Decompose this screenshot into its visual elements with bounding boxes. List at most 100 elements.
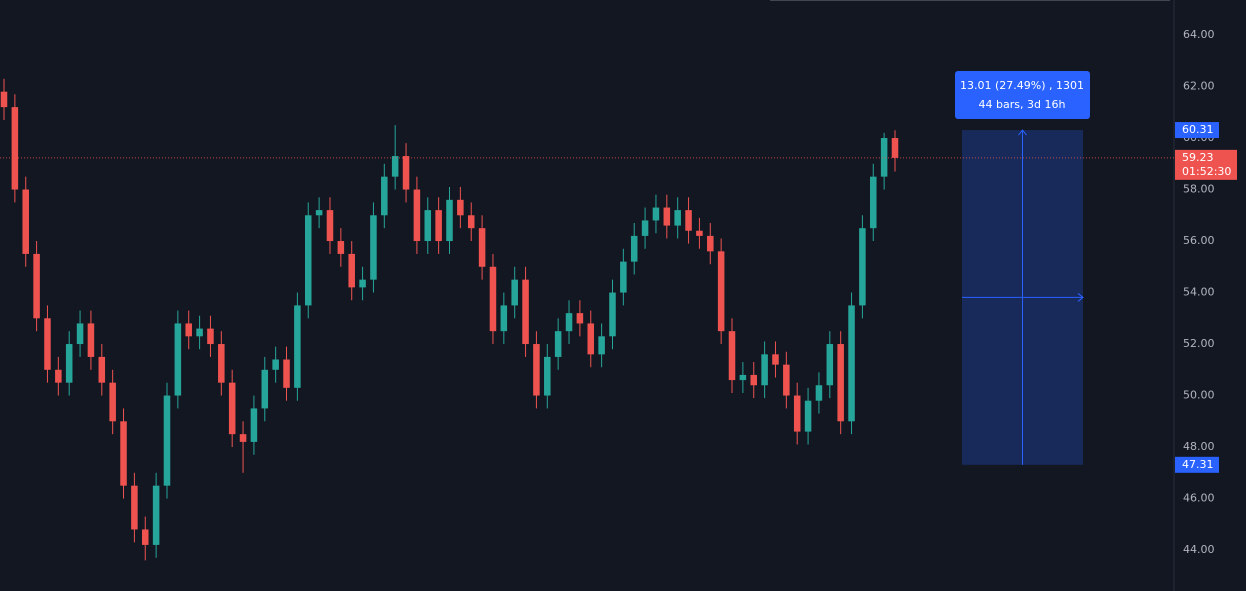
y-tick-label: 44.00 <box>1183 543 1215 556</box>
candle-body <box>87 323 95 357</box>
candle-body <box>22 189 29 254</box>
candle-body <box>772 354 779 365</box>
measure-line1: 13.01 (27.49%) , 1301 <box>960 79 1084 92</box>
candle-body <box>33 253 40 319</box>
candle-body <box>391 156 399 177</box>
candle-body <box>500 305 508 332</box>
candle-body <box>815 385 823 401</box>
candle-body <box>239 434 247 442</box>
candle-body <box>761 354 768 386</box>
candle-body <box>109 382 116 422</box>
y-tick-label: 48.00 <box>1183 440 1215 453</box>
candle-body <box>750 374 758 386</box>
candle-body <box>880 138 888 177</box>
candle-body <box>489 266 497 332</box>
candle-body <box>381 176 388 216</box>
candle-body <box>120 421 127 486</box>
candle-body <box>413 189 421 242</box>
candle-body <box>0 91 8 108</box>
candle-body <box>598 336 605 355</box>
y-tick-label: 46.00 <box>1183 492 1215 505</box>
candle-body <box>76 323 84 345</box>
candle-body <box>131 485 138 530</box>
measure-bottom-label-bg <box>1175 456 1219 473</box>
y-tick-label: 50.00 <box>1183 389 1215 402</box>
candle-body <box>11 107 19 190</box>
candle-body <box>337 241 345 254</box>
candle-body <box>478 228 486 267</box>
candle-body <box>467 215 475 229</box>
candle-body <box>891 138 899 158</box>
candle-body <box>663 207 671 226</box>
candle-body <box>370 215 377 280</box>
measure-top-label: 60.31 <box>1182 123 1214 136</box>
y-tick-label: 54.00 <box>1183 286 1215 299</box>
candle-body <box>163 395 171 486</box>
candle-body <box>783 364 790 396</box>
y-tick-label: 52.00 <box>1183 337 1215 350</box>
candle-body <box>402 156 410 190</box>
candle-body <box>435 210 442 242</box>
candle-body <box>554 331 562 357</box>
candle-body <box>218 344 225 383</box>
price-label-bg <box>1175 149 1237 180</box>
candle-body <box>457 199 464 216</box>
candle-body <box>174 323 182 396</box>
candle-body <box>98 356 106 383</box>
candle-body <box>804 400 812 432</box>
candle-body <box>141 529 149 545</box>
measure-line2: 44 bars, 3d 16h <box>979 98 1066 111</box>
candle-body <box>870 176 877 229</box>
candle-body <box>630 235 638 262</box>
candle-body <box>65 344 73 383</box>
candle-body <box>283 359 290 388</box>
candle-body <box>641 220 649 236</box>
y-tick-label: 64.00 <box>1183 28 1215 41</box>
measure-bottom-label: 47.31 <box>1182 458 1214 471</box>
candle-body <box>652 207 660 221</box>
candle-body <box>859 228 866 306</box>
candle-body <box>674 210 681 226</box>
candle-body <box>511 279 518 306</box>
candle-body <box>55 369 62 383</box>
candle-body <box>228 382 236 435</box>
candle-body <box>609 292 616 337</box>
candle-body <box>424 210 432 242</box>
candle-body <box>326 210 334 242</box>
candle-body <box>837 344 844 422</box>
candle-body <box>728 331 736 381</box>
candle-body <box>739 374 747 381</box>
measure-tooltip <box>955 71 1090 119</box>
candle-body <box>565 313 573 332</box>
candle-body <box>848 305 855 422</box>
candle-body <box>544 356 551 396</box>
candle-body <box>533 344 540 396</box>
candle-body <box>522 279 529 345</box>
measure-arrow-up <box>1018 129 1027 136</box>
measure-arrow-right <box>1077 293 1084 302</box>
candle-body <box>696 230 703 236</box>
candle-body <box>261 369 269 409</box>
candle-body <box>587 323 595 355</box>
candle-body <box>826 344 834 386</box>
candle-body <box>576 313 584 324</box>
candle-body <box>185 323 192 337</box>
candle-body <box>250 408 258 442</box>
measure-top-label-bg <box>1175 122 1219 139</box>
candle-body <box>294 305 301 388</box>
candle-body <box>44 318 51 370</box>
candle-body <box>717 251 725 332</box>
candle-body <box>304 215 312 306</box>
y-tick-label: 58.00 <box>1183 183 1215 196</box>
candle-body <box>315 210 323 216</box>
candle-body <box>707 235 714 252</box>
candle-body <box>196 328 203 337</box>
y-tick-label: 62.00 <box>1183 80 1215 93</box>
candle-body <box>359 279 366 288</box>
candle-body <box>446 199 453 242</box>
candle-body <box>620 261 627 293</box>
candle-body <box>685 210 692 231</box>
price-label: 59.23 <box>1182 151 1214 164</box>
